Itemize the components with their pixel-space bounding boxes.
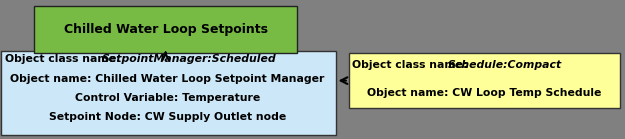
Text: Chilled Water Loop Setpoints: Chilled Water Loop Setpoints	[64, 23, 268, 36]
Text: Object name: CW Loop Temp Schedule: Object name: CW Loop Temp Schedule	[368, 88, 601, 98]
Text: Setpoint Node: CW Supply Outlet node: Setpoint Node: CW Supply Outlet node	[49, 112, 286, 122]
Text: Control Variable: Temperature: Control Variable: Temperature	[75, 93, 260, 103]
Text: Schedule:Compact: Schedule:Compact	[448, 60, 562, 70]
Text: Object class name:: Object class name:	[5, 54, 128, 64]
FancyBboxPatch shape	[349, 53, 620, 108]
FancyBboxPatch shape	[1, 51, 336, 135]
Text: Object class name:: Object class name:	[352, 60, 476, 70]
Text: Object name: Chilled Water Loop Setpoint Manager: Object name: Chilled Water Loop Setpoint…	[10, 74, 325, 84]
FancyBboxPatch shape	[34, 6, 297, 53]
Text: SetpointManager:Scheduled: SetpointManager:Scheduled	[102, 54, 276, 64]
